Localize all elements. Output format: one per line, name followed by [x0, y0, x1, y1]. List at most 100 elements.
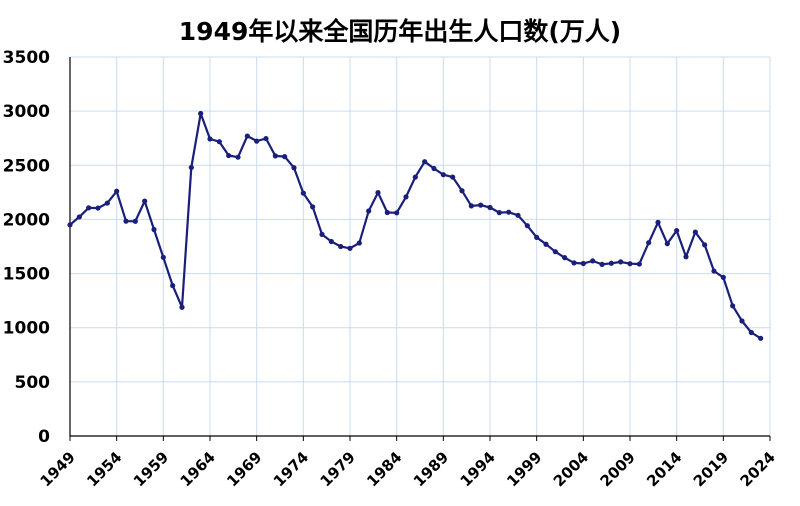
data-point: [235, 154, 241, 160]
x-tick-label: 2024: [737, 448, 779, 490]
data-point: [468, 203, 474, 209]
data-point: [459, 188, 465, 194]
data-point: [254, 138, 260, 144]
data-point: [384, 209, 390, 216]
x-tick-label: 1999: [503, 448, 545, 490]
data-point: [328, 238, 334, 245]
data-point: [758, 335, 764, 341]
y-tick-label: 2500: [3, 156, 50, 176]
data-point: [142, 198, 148, 204]
data-point: [114, 188, 120, 194]
data-point: [86, 205, 92, 211]
data-point: [646, 240, 652, 246]
y-tick-label: 1500: [3, 265, 50, 285]
data-point: [394, 210, 400, 216]
data-point: [748, 329, 754, 336]
data-point: [730, 303, 736, 309]
data-point: [608, 260, 614, 266]
data-point: [226, 152, 232, 159]
y-tick-label: 0: [38, 427, 50, 447]
x-tick-label: 1979: [317, 448, 359, 490]
x-tick-label: 2019: [690, 448, 732, 490]
data-point: [450, 174, 456, 180]
x-tick-label: 1964: [177, 448, 219, 490]
data-point: [664, 241, 670, 247]
x-tick-label: 1984: [363, 448, 405, 490]
x-tick-label: 2009: [597, 448, 639, 490]
data-point: [347, 245, 353, 251]
data-point: [76, 214, 82, 220]
y-tick-label: 1000: [3, 319, 50, 339]
x-tick-label: 1949: [37, 448, 79, 490]
data-point: [104, 200, 110, 206]
data-point: [300, 190, 306, 196]
data-point: [562, 255, 568, 261]
data-point: [580, 260, 586, 267]
x-tick-label: 2014: [643, 448, 685, 490]
data-point: [366, 208, 372, 214]
x-tick-label: 1959: [130, 448, 172, 490]
data-point: [487, 204, 493, 211]
x-tick-label: 1974: [270, 448, 312, 490]
data-point: [216, 139, 222, 145]
x-tick-label: 1994: [457, 448, 499, 490]
y-tick-label: 2000: [3, 210, 50, 230]
data-point: [496, 210, 502, 216]
data-point: [674, 227, 680, 234]
y-tick-label: 3500: [3, 48, 50, 68]
x-tick-label: 1969: [223, 448, 265, 490]
data-point: [683, 254, 689, 260]
data-point: [571, 260, 577, 266]
data-point: [599, 261, 605, 267]
data-point: [282, 154, 288, 160]
data-point: [515, 212, 521, 218]
x-tick-label: 2004: [550, 448, 592, 490]
data-point: [375, 189, 381, 196]
data-point: [440, 172, 446, 178]
data-point: [170, 282, 176, 289]
data-point: [67, 222, 73, 228]
data-point: [711, 268, 717, 274]
data-point: [356, 240, 362, 246]
data-point: [506, 209, 512, 215]
data-point: [132, 218, 138, 224]
data-point: [590, 258, 596, 264]
data-point: [692, 229, 698, 235]
data-point: [338, 243, 344, 250]
data-point: [412, 174, 418, 180]
data-point: [123, 218, 129, 224]
data-point: [422, 159, 428, 165]
x-tick-label: 1954: [83, 448, 125, 490]
y-tick-label: 500: [15, 373, 51, 393]
data-point: [552, 249, 558, 255]
data-point: [702, 242, 708, 248]
data-point: [95, 205, 101, 211]
data-point: [627, 261, 633, 267]
data-point: [160, 254, 166, 260]
data-point: [263, 135, 269, 142]
data-point: [188, 164, 194, 171]
data-point: [618, 259, 624, 265]
data-point: [534, 234, 540, 241]
series-line: [69, 112, 762, 340]
data-point: [179, 304, 185, 310]
data-point: [655, 219, 661, 225]
data-point: [543, 241, 549, 247]
data-point: [636, 261, 642, 267]
data-point: [207, 136, 213, 142]
y-tick-label: 3000: [3, 102, 50, 122]
data-point: [431, 165, 437, 172]
data-point: [720, 274, 726, 280]
data-point: [244, 133, 250, 139]
data-point: [151, 226, 157, 233]
data-point: [739, 318, 745, 324]
data-point: [403, 194, 409, 200]
data-point: [478, 202, 484, 208]
x-tick-label: 1989: [410, 448, 452, 490]
chart-title: 1949年以来全国历年出生人口数(万人): [178, 17, 622, 46]
data-point: [291, 165, 297, 171]
data-point: [198, 110, 204, 117]
data-point: [524, 223, 530, 229]
